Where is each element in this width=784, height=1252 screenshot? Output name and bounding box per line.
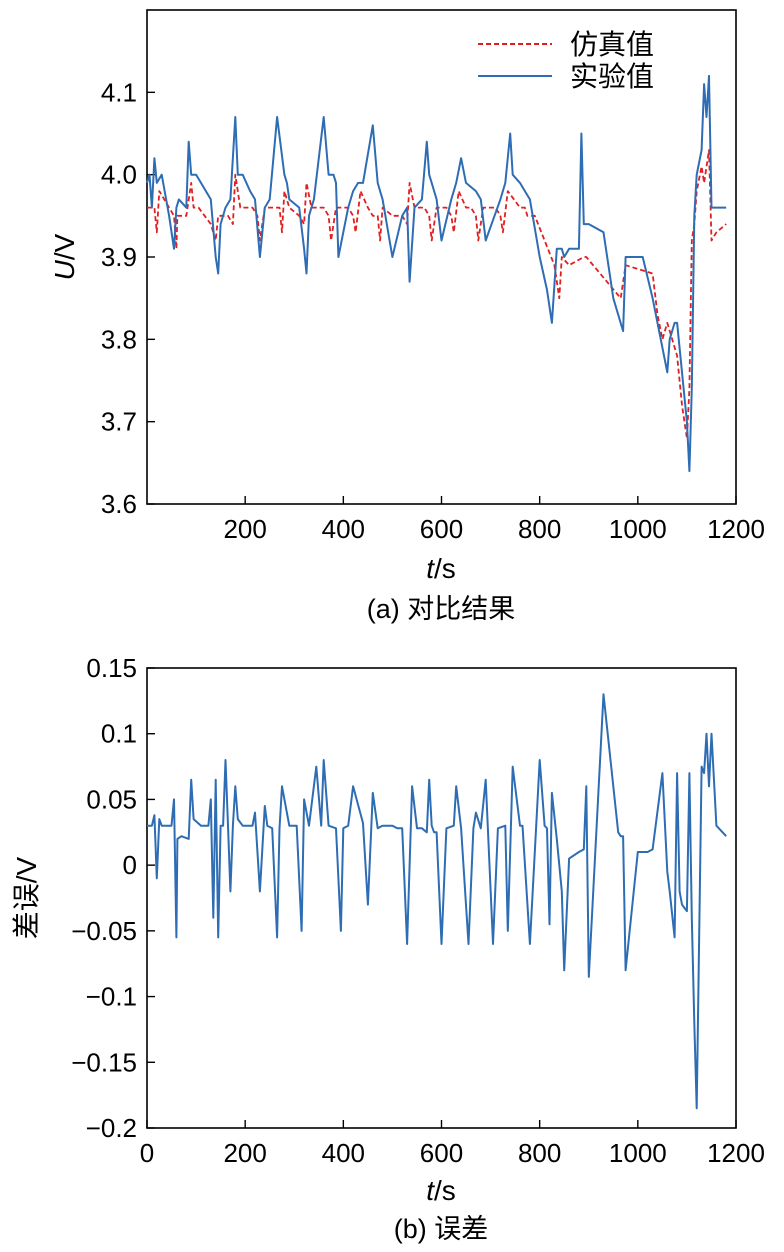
chart-a-y-tick-label: 3.9	[101, 242, 137, 272]
chart-a-y-label-symbol: U	[49, 259, 80, 280]
chart-b-series-line-0	[147, 693, 727, 1110]
chart-a-series-line-1	[146, 74, 727, 473]
chart-a-x-tick-label: 800	[518, 514, 561, 544]
chart-b-x-tick-label: 600	[420, 1138, 463, 1168]
chart-b-series-layer	[147, 693, 727, 1110]
chart-a-series-line-0	[147, 149, 727, 440]
chart-b-plot-frame	[146, 667, 737, 1129]
chart-b: −0.2 −0.15 −0.1 −0.05 0 0.05 0.1 0.15 0 200 400 60…	[11, 653, 765, 1244]
chart-a-legend: 仿真值 实验值	[478, 29, 654, 92]
chart-b-x-tick-label: 0	[140, 1138, 154, 1168]
legend-label-simulated: 仿真值	[570, 29, 654, 60]
chart-b-y-tick-label: −0.05	[71, 916, 137, 946]
chart-a-x-tick-label: 400	[322, 514, 365, 544]
chart-b-x-tick-label: 1000	[609, 1138, 667, 1168]
chart-a-y-tick-label: 4.0	[101, 160, 137, 190]
chart-b-y-tick-label: 0.05	[86, 784, 137, 814]
chart-b-y-tick-label: 0.1	[101, 719, 137, 749]
chart-a-x-tick-label: 600	[420, 514, 463, 544]
chart-a-y-tick-label: 3.8	[101, 324, 137, 354]
chart-b-x-tick-label: 1200	[707, 1138, 765, 1168]
chart-a-x-tick-label: 200	[223, 514, 266, 544]
chart-b-x-tick-label: 800	[518, 1138, 561, 1168]
chart-b-caption: (b) 误差	[394, 1214, 489, 1244]
chart-b-x-tick-label: 200	[223, 1138, 266, 1168]
chart-a-x-label-unit: /s	[434, 553, 456, 584]
chart-b-y-tick-label: 0.15	[86, 653, 137, 683]
chart-a-y-tick-label: 3.7	[101, 407, 137, 437]
chart-a-x-tick-label: 1200	[707, 514, 765, 544]
chart-a-x-axis: 200 400 600 800 1000 1200	[223, 496, 765, 544]
chart-a-x-label-symbol: t	[426, 553, 435, 584]
chart-b-x-label: t/s	[426, 1175, 456, 1206]
chart-a-y-axis: 3.6 3.7 3.8 3.9 4.0 4.1	[101, 77, 155, 519]
chart-a-y-label: U/V	[49, 233, 80, 280]
chart-a-caption: (a) 对比结果	[367, 594, 516, 624]
chart-a-x-label: t/s	[426, 553, 456, 584]
chart-a: 3.63.73.83.94.04.1 200 400 600 800 1000 1200 …	[49, 9, 765, 624]
chart-b-y-axis: −0.2 −0.15 −0.1 −0.05 0 0.05 0.1 0.15	[71, 653, 155, 1143]
chart-b-x-label-unit: /s	[434, 1175, 456, 1206]
legend-label-experimental: 实验值	[570, 61, 654, 92]
chart-b-y-tick-label: 0	[123, 850, 137, 880]
chart-a-series-layer	[146, 74, 727, 473]
chart-b-x-label-symbol: t	[426, 1175, 435, 1206]
chart-a-y-tick-label: 3.6	[101, 489, 137, 519]
chart-b-y-tick-label: −0.15	[71, 1047, 137, 1077]
chart-b-y-tick-label: −0.1	[86, 982, 137, 1012]
chart-a-y-label-unit: /V	[49, 233, 80, 260]
chart-b-y-label: 差误/V	[11, 856, 42, 939]
chart-b-x-tick-label: 400	[322, 1138, 365, 1168]
chart-b-y-tick-label: −0.2	[86, 1113, 137, 1143]
chart-a-y-tick-label: 4.1	[101, 77, 137, 107]
chart-b-x-axis: 0 200 400 600 800 1000 1200	[140, 1120, 765, 1168]
chart-a-x-tick-label: 1000	[609, 514, 667, 544]
